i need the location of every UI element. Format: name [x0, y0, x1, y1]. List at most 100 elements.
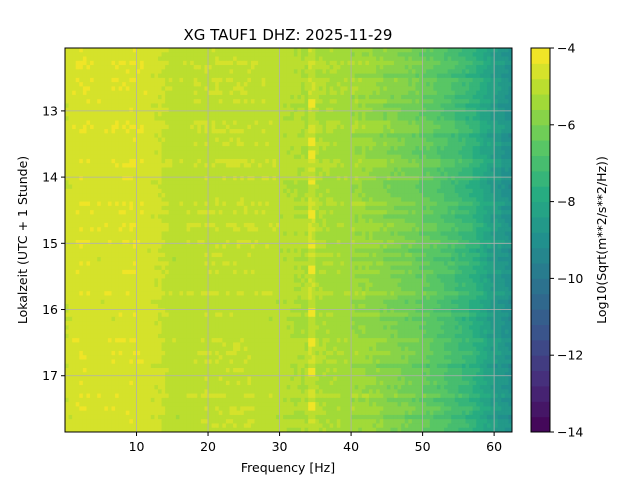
heatmap-cell	[275, 180, 281, 186]
heatmap-cell	[97, 197, 102, 203]
heatmap-cell	[258, 184, 263, 190]
heatmap-cell	[293, 133, 299, 139]
heatmap-cell	[90, 197, 95, 203]
heatmap-cell	[322, 154, 327, 160]
heatmap-cell	[494, 124, 499, 130]
heatmap-cell	[358, 65, 363, 70]
heatmap-cell	[361, 137, 366, 143]
heatmap-cell	[222, 201, 227, 207]
heatmap-cell	[440, 205, 445, 211]
heatmap-cell	[236, 48, 241, 53]
heatmap-cell	[286, 188, 291, 194]
heatmap-cell	[283, 150, 288, 156]
heatmap-cell	[179, 188, 184, 194]
heatmap-cell	[451, 210, 456, 215]
heatmap-cell	[486, 163, 492, 169]
heatmap-cell	[504, 197, 510, 203]
heatmap-cell	[250, 205, 256, 211]
heatmap-cell	[197, 103, 202, 109]
heatmap-cell	[190, 52, 195, 58]
heatmap-cell	[147, 210, 152, 215]
heatmap-cell	[351, 90, 356, 96]
heatmap-cell	[494, 205, 499, 211]
heatmap-cell	[490, 167, 495, 173]
heatmap-cell	[447, 103, 452, 109]
heatmap-cell	[379, 163, 384, 169]
heatmap-cell	[111, 129, 116, 134]
heatmap-cell	[290, 188, 295, 194]
heatmap-cell	[336, 52, 341, 58]
heatmap-cell	[365, 146, 370, 151]
heatmap-cell	[472, 56, 477, 62]
heatmap-cell	[411, 214, 417, 220]
heatmap-cell	[93, 77, 98, 83]
heatmap-cell	[86, 141, 91, 147]
heatmap-cell	[275, 112, 281, 117]
heatmap-cell	[415, 188, 420, 194]
heatmap-cell	[390, 77, 395, 83]
heatmap-cell	[411, 94, 417, 100]
heatmap-cell	[465, 52, 470, 58]
heatmap-cell	[293, 210, 299, 215]
heatmap-cell	[415, 133, 420, 139]
heatmap-cell	[97, 60, 102, 66]
heatmap-cell	[483, 154, 488, 160]
heatmap-cell	[440, 103, 445, 109]
heatmap-cell	[75, 133, 80, 139]
heatmap-cell	[397, 205, 402, 211]
heatmap-cell	[286, 141, 291, 147]
heatmap-cell	[243, 116, 248, 122]
heatmap-cell	[215, 103, 220, 109]
heatmap-cell	[250, 52, 256, 58]
heatmap-cell	[215, 137, 220, 143]
heatmap-cell	[168, 73, 173, 79]
heatmap-cell	[132, 214, 138, 220]
heatmap-cell	[172, 107, 177, 113]
heatmap-cell	[286, 150, 291, 156]
heatmap-cell	[376, 197, 381, 203]
heatmap-cell	[240, 201, 245, 207]
heatmap-cell	[258, 176, 263, 181]
heatmap-cell	[393, 116, 399, 122]
heatmap-cell	[383, 52, 388, 58]
heatmap-cell	[283, 201, 288, 207]
heatmap-cell	[501, 86, 506, 92]
heatmap-cell	[379, 86, 384, 92]
heatmap-cell	[422, 99, 427, 105]
heatmap-cell	[118, 56, 123, 62]
heatmap-cell	[225, 188, 231, 194]
heatmap-cell	[222, 94, 227, 100]
heatmap-cell	[411, 141, 417, 147]
heatmap-cell	[476, 201, 481, 207]
heatmap-cell	[286, 48, 291, 53]
heatmap-cell	[490, 201, 495, 207]
heatmap-cell	[401, 56, 406, 62]
heatmap-cell	[222, 129, 227, 134]
heatmap-cell	[461, 60, 467, 66]
heatmap-cell	[243, 56, 248, 62]
heatmap-cell	[125, 65, 130, 70]
heatmap-cell	[311, 94, 316, 100]
heatmap-cell	[497, 167, 502, 173]
heatmap-cell	[233, 90, 238, 96]
heatmap-cell	[118, 69, 123, 75]
heatmap-cell	[436, 90, 442, 96]
heatmap-cell	[147, 167, 152, 173]
heatmap-cell	[408, 176, 413, 181]
heatmap-cell	[361, 112, 366, 117]
heatmap-cell	[268, 90, 274, 96]
heatmap-cell	[469, 210, 474, 215]
heatmap-cell	[183, 69, 188, 75]
heatmap-cell	[150, 52, 155, 58]
heatmap-cell	[157, 52, 163, 58]
heatmap-cell	[308, 184, 313, 190]
heatmap-cell	[115, 193, 120, 198]
heatmap-cell	[79, 69, 84, 75]
heatmap-cell	[415, 146, 420, 151]
heatmap-cell	[100, 197, 105, 203]
heatmap-cell	[204, 112, 209, 117]
heatmap-cell	[408, 48, 413, 53]
heatmap-cell	[494, 86, 499, 92]
heatmap-cell	[333, 184, 338, 190]
heatmap-cell	[336, 107, 341, 113]
